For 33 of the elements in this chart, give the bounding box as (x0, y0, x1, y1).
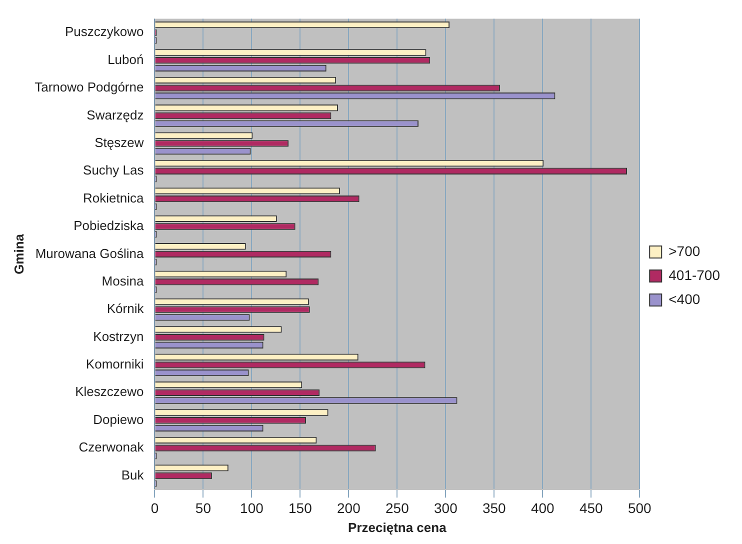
y-tick-label: Luboń (108, 52, 144, 67)
x-tick-label: 100 (240, 500, 264, 516)
x-tick-label: 500 (628, 500, 652, 516)
y-tick-label: Mosina (102, 273, 144, 288)
x-tick-label: 150 (288, 500, 312, 516)
y-tick-label: Rokietnica (83, 190, 144, 206)
y-tick-label: Komorniki (86, 356, 144, 372)
x-tick-label: 50 (195, 500, 212, 516)
y-axis-title: Gmina (11, 233, 26, 274)
x-tick-label: 200 (337, 500, 361, 516)
y-tick-label: Kórnik (106, 301, 144, 316)
x-tick-label: 350 (482, 500, 506, 516)
legend-label: <400 (668, 290, 700, 307)
y-tick-label: Dopiewo (93, 412, 144, 427)
y-tick-label: Suchy Las (83, 162, 144, 178)
x-tick-label: 250 (385, 500, 410, 516)
x-tick-label: 0 (150, 500, 159, 516)
legend-label: >700 (668, 242, 700, 259)
y-tick-label: Kleszczewo (75, 384, 144, 400)
y-tick-label: Tarnowo Podgórne (34, 80, 144, 95)
y-tick-label: Pobiedziska (74, 218, 144, 234)
y-tick-label: Murowana Goślina (35, 246, 144, 261)
x-axis-title: Przeciętna cena (348, 520, 448, 535)
y-tick-label: Stęszew (94, 135, 144, 150)
y-tick-label: Czerwonak (78, 440, 144, 455)
y-tick-label: Puszczykowo (64, 24, 144, 40)
x-tick-label: 450 (579, 500, 604, 516)
y-tick-label: Swarzędz (86, 107, 144, 122)
y-tick-label: Buk (121, 467, 144, 482)
x-tick-label: 400 (530, 500, 555, 516)
x-tick-label: 300 (434, 500, 458, 516)
legend-label: 401-700 (668, 266, 720, 283)
y-tick-label: Kostrzyn (93, 328, 144, 344)
